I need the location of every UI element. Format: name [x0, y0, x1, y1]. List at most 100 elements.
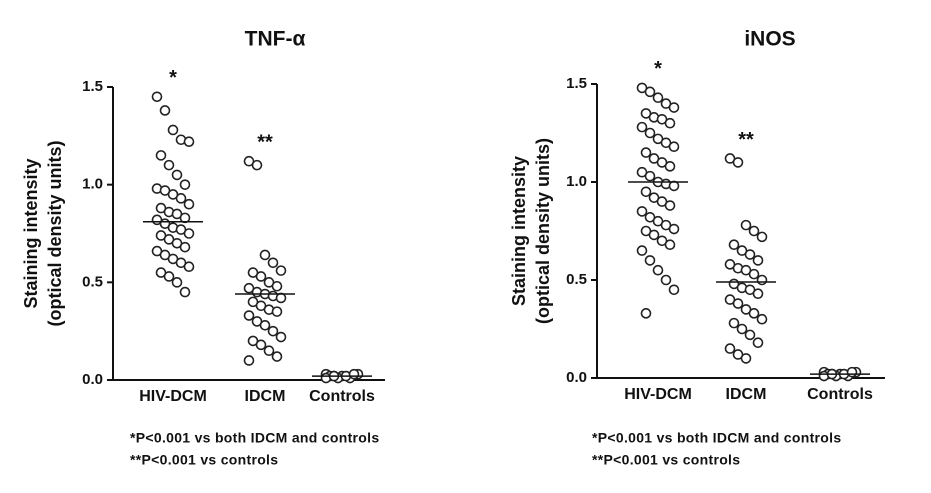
- data-point: [652, 264, 664, 276]
- y-tick-label: 0.5: [82, 273, 103, 290]
- data-point: [728, 239, 740, 251]
- footnote: **P<0.001 vs controls: [592, 452, 740, 468]
- significance-mark: **: [738, 129, 754, 151]
- data-point: [183, 228, 195, 239]
- data-point: [183, 136, 195, 147]
- data-point: [271, 351, 283, 362]
- data-point: [756, 274, 768, 286]
- data-point: [644, 127, 656, 139]
- data-point: [163, 159, 175, 171]
- data-point: [155, 150, 167, 161]
- data-point: [255, 339, 267, 351]
- data-point: [171, 169, 183, 181]
- chart-title: TNF-α: [245, 28, 306, 51]
- y-tick-label: 0.5: [566, 271, 587, 288]
- data-point: [179, 286, 191, 298]
- data-point: [259, 320, 271, 331]
- y-axis-label: Staining intensity: [509, 156, 529, 306]
- data-point: [243, 310, 255, 321]
- data-point: [664, 239, 676, 251]
- x-tick-label: IDCM: [245, 388, 286, 405]
- data-point: [756, 231, 768, 243]
- data-point: [732, 298, 744, 309]
- data-point: [644, 86, 656, 98]
- data-point: [167, 124, 179, 136]
- data-point: [640, 308, 652, 319]
- y-axis-label: (optical density units): [45, 140, 65, 326]
- data-point: [744, 329, 756, 341]
- data-point: [740, 219, 752, 231]
- y-tick-label: 0.0: [566, 369, 587, 386]
- x-tick-label: Controls: [309, 388, 375, 405]
- footnote: *P<0.001 vs both IDCM and controls: [130, 430, 379, 446]
- data-point: [179, 179, 191, 190]
- data-point: [644, 170, 656, 182]
- data-point: [275, 265, 287, 276]
- chart-title: iNOS: [744, 28, 795, 51]
- data-point: [748, 225, 760, 237]
- significance-mark: **: [257, 132, 273, 154]
- data-point: [748, 308, 760, 319]
- data-point: [263, 345, 275, 357]
- data-point: [752, 288, 764, 300]
- data-point: [724, 343, 736, 354]
- data-point: [668, 180, 680, 192]
- data-point: [275, 331, 287, 343]
- data-point: [640, 186, 652, 198]
- y-axis-label: Staining intensity: [21, 158, 41, 308]
- data-point: [748, 268, 760, 280]
- data-point: [175, 193, 187, 204]
- data-point: [183, 261, 195, 273]
- data-point: [171, 277, 183, 288]
- x-tick-label: IDCM: [726, 386, 767, 403]
- data-point: [752, 337, 764, 349]
- data-point: [636, 245, 648, 256]
- data-point: [267, 325, 279, 337]
- data-point: [348, 368, 360, 380]
- footnote: **P<0.001 vs controls: [130, 452, 278, 468]
- data-point: [668, 141, 680, 153]
- y-tick-label: 0.0: [82, 371, 103, 388]
- data-point: [275, 292, 287, 304]
- data-point: [267, 257, 279, 269]
- data-point: [740, 353, 752, 364]
- data-point: [652, 92, 664, 104]
- data-point: [668, 223, 680, 235]
- data-point: [159, 105, 171, 116]
- data-point: [752, 255, 764, 266]
- data-point: [756, 313, 768, 325]
- data-point: [728, 317, 740, 329]
- data-point: [846, 366, 858, 378]
- data-point: [243, 355, 255, 366]
- y-tick-label: 1.5: [566, 75, 587, 92]
- data-point: [660, 274, 672, 286]
- y-axis-label: (optical density units): [533, 138, 553, 324]
- data-point: [744, 249, 756, 260]
- x-tick-label: HIV-DCM: [624, 386, 692, 403]
- data-point: [179, 241, 191, 253]
- data-point: [648, 229, 660, 241]
- data-point: [271, 280, 283, 292]
- data-point: [668, 102, 680, 113]
- y-tick-label: 1.5: [82, 78, 103, 95]
- data-point: [151, 91, 163, 103]
- data-point: [251, 159, 263, 171]
- data-point: [640, 147, 652, 158]
- x-tick-label: HIV-DCM: [139, 388, 207, 405]
- data-point: [644, 255, 656, 266]
- significance-mark: *: [654, 58, 662, 80]
- data-point: [668, 284, 680, 296]
- data-point: [664, 200, 676, 211]
- significance-mark: *: [169, 67, 177, 89]
- data-point: [163, 271, 175, 282]
- y-tick-label: 1.0: [82, 176, 103, 193]
- data-point: [255, 271, 267, 282]
- footnote: *P<0.001 vs both IDCM and controls: [592, 430, 841, 446]
- data-point: [636, 206, 648, 217]
- data-point: [179, 212, 191, 224]
- y-tick-label: 1.0: [566, 173, 587, 190]
- data-point: [271, 306, 283, 317]
- data-point: [259, 249, 271, 261]
- data-point: [732, 157, 744, 168]
